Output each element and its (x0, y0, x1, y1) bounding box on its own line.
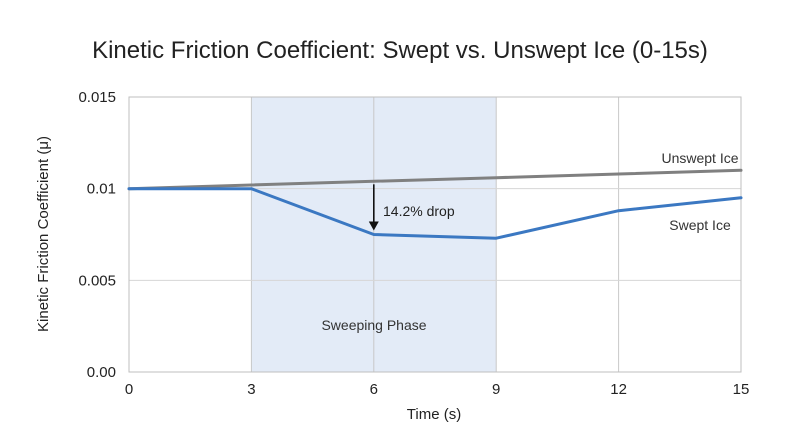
x-tick-label: 6 (370, 381, 378, 398)
plot-frame (128, 96, 742, 373)
y-tick-labels: 0.00 0.005 0.01 0.015 (78, 89, 116, 381)
y-axis-label: Kinetic Friction Coefficient (μ) (35, 136, 52, 332)
series-line-unswept-ice (127, 168, 743, 191)
series-lines (127, 168, 743, 240)
y-tick-label: 0.015 (78, 89, 116, 106)
x-tick-label: 12 (610, 381, 627, 398)
series-label-unswept-ice: Unswept Ice (661, 150, 738, 166)
drop-annotation-arrow (368, 184, 379, 231)
x-tick-label: 15 (733, 381, 750, 398)
x-tick-label: 3 (247, 381, 255, 398)
chart-title: Kinetic Friction Coefficient: Swept vs. … (92, 37, 708, 64)
x-tick-labels: 0 3 6 9 12 15 (125, 381, 750, 398)
x-tick-label: 9 (492, 381, 500, 398)
sweeping-phase-label: Sweeping Phase (321, 317, 426, 333)
y-tick-label: 0.00 (87, 364, 116, 381)
series-line-swept-ice (127, 187, 743, 240)
drop-annotation-label: 14.2% drop (383, 203, 455, 219)
x-axis-label: Time (s) (407, 406, 461, 423)
series-label-swept-ice: Swept Ice (669, 217, 731, 233)
y-tick-label: 0.005 (78, 272, 116, 289)
x-tick-label: 0 (125, 381, 133, 398)
arrow-head (368, 221, 379, 231)
y-tick-label: 0.01 (87, 181, 116, 198)
